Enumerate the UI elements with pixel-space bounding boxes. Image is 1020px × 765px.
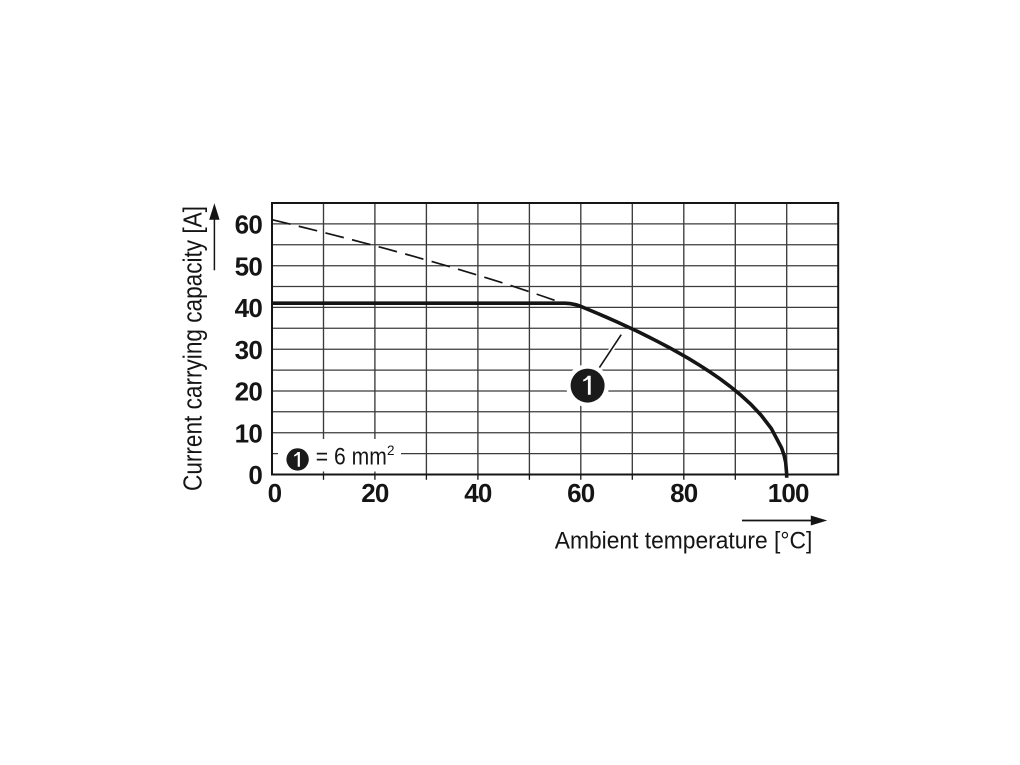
svg-text:40: 40 bbox=[464, 478, 492, 508]
svg-text:60: 60 bbox=[567, 478, 595, 508]
svg-text:80: 80 bbox=[670, 478, 698, 508]
svg-text:30: 30 bbox=[235, 335, 263, 365]
svg-text:= 6 mm: = 6 mm bbox=[316, 443, 387, 470]
svg-text:40: 40 bbox=[235, 293, 263, 323]
svg-text:Ambient temperature [°C]: Ambient temperature [°C] bbox=[555, 527, 813, 554]
svg-text:100: 100 bbox=[768, 478, 809, 508]
svg-text:20: 20 bbox=[361, 478, 389, 508]
svg-text:50: 50 bbox=[235, 251, 263, 281]
svg-text:Current carrying capacity [A]: Current carrying capacity [A] bbox=[180, 206, 208, 491]
svg-text:0: 0 bbox=[248, 460, 262, 490]
svg-text:10: 10 bbox=[235, 418, 263, 448]
svg-text:2: 2 bbox=[387, 443, 395, 458]
svg-text:0: 0 bbox=[268, 478, 282, 508]
svg-text:20: 20 bbox=[235, 377, 263, 407]
svg-text:60: 60 bbox=[235, 210, 263, 240]
